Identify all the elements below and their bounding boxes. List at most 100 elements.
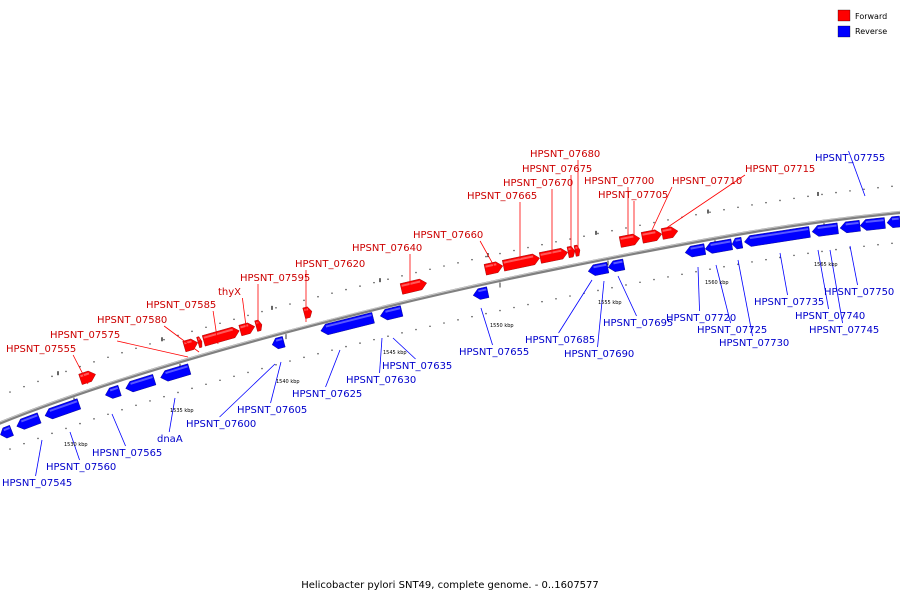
gene-arrow-hpsnt_07685[interactable]: [587, 261, 610, 277]
gene-shine: [184, 340, 192, 345]
leader-line: [35, 439, 43, 477]
gene-shine: [20, 414, 38, 423]
gene-label-hpsnt_07595[interactable]: HPSNT_07595: [240, 273, 310, 284]
gene-arrow-hpsnt_07710[interactable]: [660, 226, 679, 240]
gene-arrow-hpsnt_07655[interactable]: [472, 286, 490, 301]
gene-arrow-dnaa[interactable]: [159, 363, 192, 383]
gene-label-hpsnt_07600[interactable]: HPSNT_07600: [186, 419, 256, 430]
gene-arrow-thyx[interactable]: [238, 321, 256, 337]
gene-label-hpsnt_07750[interactable]: HPSNT_07750: [824, 287, 894, 298]
gene-label-hpsnt_07720[interactable]: HPSNT_07720: [666, 313, 736, 324]
gene-arrow-hpsnt_07680[interactable]: [573, 244, 581, 257]
grid-dot: [191, 387, 193, 390]
gene-arrow-hpsnt_07660[interactable]: [483, 261, 504, 276]
gene-label-hpsnt_07560[interactable]: HPSNT_07560: [46, 462, 116, 473]
gene-label-hpsnt_07625[interactable]: HPSNT_07625: [292, 389, 362, 400]
gene-label-hpsnt_07700[interactable]: HPSNT_07700: [584, 176, 654, 187]
gene-label-hpsnt_07670[interactable]: HPSNT_07670: [503, 178, 573, 189]
gene-arrow-hpsnt_07730[interactable]: [731, 236, 744, 250]
grid-dot: [345, 288, 347, 291]
gene-arrow-hpsnt_07750[interactable]: [839, 220, 861, 234]
gene-arrow-hpsnt_07725[interactable]: [704, 238, 733, 255]
gene-arrow-hpsnt_07560[interactable]: [43, 398, 82, 421]
gene-shine: [865, 219, 884, 224]
gene-label-hpsnt_07545[interactable]: HPSNT_07545: [2, 478, 72, 489]
gene-arrow-hpsnt_07585[interactable]: [201, 325, 241, 347]
gene-label-hpsnt_07585[interactable]: HPSNT_07585: [146, 300, 216, 311]
gene-arrow-hpsnt_07600[interactable]: [271, 336, 286, 350]
leader-line: [737, 259, 753, 337]
gene-shine: [620, 235, 634, 240]
gene-label-hpsnt_07580[interactable]: HPSNT_07580: [97, 315, 167, 326]
gene-label-hpsnt_07680[interactable]: HPSNT_07680: [530, 149, 600, 160]
leader-line: [849, 245, 858, 286]
leader-line: [480, 307, 493, 346]
gene-arrow-hpsnt_07630[interactable]: [379, 305, 404, 322]
gene-label-hpsnt_07685[interactable]: HPSNT_07685: [525, 335, 595, 346]
grid-dot: [695, 270, 697, 273]
grid-dot: [485, 255, 487, 258]
gene-shine: [845, 221, 859, 226]
gene-label-hpsnt_07745[interactable]: HPSNT_07745: [809, 325, 879, 336]
gene-label-hpsnt_07725[interactable]: HPSNT_07725: [697, 325, 767, 336]
gene-shine: [642, 231, 656, 236]
gene-label-hpsnt_07655[interactable]: HPSNT_07655: [459, 347, 529, 358]
gene-arrow-hpsnt_07595[interactable]: [254, 319, 264, 332]
gene-label-hpsnt_07620[interactable]: HPSNT_07620: [295, 259, 365, 270]
gene-label-hpsnt_07660[interactable]: HPSNT_07660: [413, 230, 483, 241]
gene-label-hpsnt_07690[interactable]: HPSNT_07690: [564, 349, 634, 360]
gene-arrow-hpsnt_07740[interactable]: [811, 222, 839, 237]
gene-label-thyx[interactable]: thyX: [218, 287, 241, 298]
gene-arrow-hpsnt_07640[interactable]: [399, 278, 428, 295]
grid-dot: [23, 385, 25, 388]
gene-label-hpsnt_07665[interactable]: HPSNT_07665: [467, 191, 537, 202]
gene-label-hpsnt_07555[interactable]: HPSNT_07555: [6, 344, 76, 355]
gene-arrow-hpsnt_07620[interactable]: [302, 306, 314, 319]
gene-label-hpsnt_07575[interactable]: HPSNT_07575: [50, 330, 120, 341]
gene-arrow-hpsnt_07720[interactable]: [684, 243, 707, 258]
gene-label-hpsnt_07730[interactable]: HPSNT_07730: [719, 338, 789, 349]
gene-label-hpsnt_07705[interactable]: HPSNT_07705: [598, 190, 668, 201]
grid-dot: [877, 186, 879, 189]
gene-label-hpsnt_07640[interactable]: HPSNT_07640: [352, 243, 422, 254]
gene-label-hpsnt_07565[interactable]: HPSNT_07565: [92, 448, 162, 459]
gene-arrow-hpsnt_07755[interactable]: [859, 217, 886, 231]
gene-arrow-hpsnt_07755[interactable]: [886, 215, 900, 228]
grid-dot: [37, 380, 39, 383]
grid-dot: [737, 206, 739, 209]
gene-arrow-hpsnt_07580[interactable]: [196, 336, 204, 349]
gene-label-hpsnt_07675[interactable]: HPSNT_07675: [522, 164, 592, 175]
gene-arrow-hpsnt_07665[interactable]: [502, 253, 540, 272]
gene-label-hpsnt_07755[interactable]: HPSNT_07755: [815, 153, 885, 164]
gene-arrow-hpsnt_07545[interactable]: [15, 412, 42, 432]
gene-label-hpsnt_07695[interactable]: HPSNT_07695: [603, 318, 673, 329]
grid-dot: [527, 246, 529, 249]
gene-label-hpsnt_07605[interactable]: HPSNT_07605: [237, 405, 307, 416]
gene-arrow-hpsnt_07690[interactable]: [607, 258, 626, 273]
gene-label-hpsnt_07740[interactable]: HPSNT_07740: [795, 311, 865, 322]
gene-shine: [891, 217, 899, 221]
gene-arrow-hpsnt_07735[interactable]: [744, 226, 811, 247]
gene-arrow-hpsnt_07545[interactable]: [0, 425, 14, 440]
scale-label: 1540 kbp: [276, 379, 300, 385]
gene-arrow-hpsnt_07575[interactable]: [182, 337, 200, 353]
gene-label-hpsnt_07715[interactable]: HPSNT_07715: [745, 164, 815, 175]
gene-arrow-hpsnt_07705[interactable]: [640, 229, 663, 244]
gene-arrow-hpsnt_07670[interactable]: [538, 247, 569, 264]
gene-arrow-hpsnt_07565[interactable]: [124, 374, 157, 393]
grid-dot: [541, 243, 543, 246]
gene-arrow-hpsnt_07700[interactable]: [618, 233, 641, 248]
leader-line: [379, 337, 383, 374]
grid-dot: [401, 332, 403, 334]
gene-label-hpsnt_07635[interactable]: HPSNT_07635: [382, 361, 452, 372]
gene-label-hpsnt_07630[interactable]: HPSNT_07630: [346, 375, 416, 386]
gene-arrow-hpsnt_07565[interactable]: [104, 384, 122, 400]
gene-label-hpsnt_07710[interactable]: HPSNT_07710: [672, 176, 742, 187]
gene-features: [0, 215, 900, 440]
grid-dot: [345, 345, 347, 348]
gene-shine: [109, 386, 119, 392]
gene-label-dnaa[interactable]: dnaA: [157, 434, 183, 445]
gene-label-hpsnt_07735[interactable]: HPSNT_07735: [754, 297, 824, 308]
gene-arrow-hpsnt_07625[interactable]: [319, 312, 375, 336]
gene-arrow-hpsnt_07675[interactable]: [566, 245, 576, 259]
